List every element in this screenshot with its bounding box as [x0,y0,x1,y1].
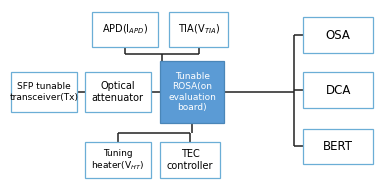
Text: Tunable
ROSA(on
evaluation
board): Tunable ROSA(on evaluation board) [168,72,216,112]
FancyBboxPatch shape [11,72,77,112]
Text: BERT: BERT [323,140,353,153]
FancyBboxPatch shape [169,12,228,47]
FancyBboxPatch shape [303,128,373,164]
Text: TEC
controller: TEC controller [167,149,214,171]
FancyBboxPatch shape [84,142,151,178]
Text: TIA(V$_{TIA}$): TIA(V$_{TIA}$) [178,23,220,36]
FancyBboxPatch shape [303,72,373,108]
Text: Tuning
heater(V$_{HT}$): Tuning heater(V$_{HT}$) [91,149,144,172]
FancyBboxPatch shape [92,12,158,47]
Text: DCA: DCA [326,84,351,97]
Text: SFP tunable
transceiver(Tx): SFP tunable transceiver(Tx) [10,82,79,102]
Text: Optical
attenuator: Optical attenuator [92,81,144,103]
Text: OSA: OSA [326,28,351,42]
FancyBboxPatch shape [160,61,224,123]
FancyBboxPatch shape [303,17,373,53]
Text: APD(I$_{APD}$): APD(I$_{APD}$) [102,23,148,36]
FancyBboxPatch shape [160,142,220,178]
FancyBboxPatch shape [84,72,151,112]
